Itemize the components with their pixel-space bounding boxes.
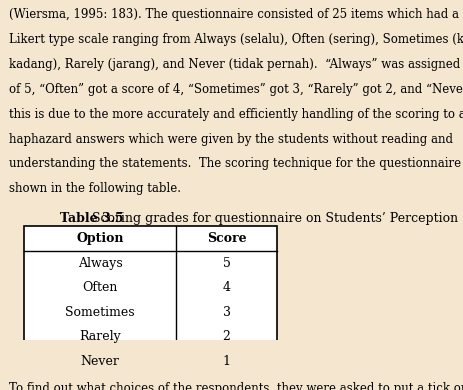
Text: shown in the following table.: shown in the following table. (9, 182, 181, 195)
Text: (Wiersma, 1995: 183). The questionnaire consisted of 25 items which had a five p: (Wiersma, 1995: 183). The questionnaire … (9, 9, 463, 21)
Text: 5: 5 (223, 257, 231, 270)
Text: Often: Often (82, 281, 118, 294)
Text: 4: 4 (223, 281, 231, 294)
Text: of 5, “Often” got a score of 4, “Sometimes” got 3, “Rarely” got 2, and “Never” g: of 5, “Often” got a score of 4, “Sometim… (9, 83, 463, 96)
Text: this is due to the more accurately and efficiently handling of the scoring to av: this is due to the more accurately and e… (9, 108, 463, 121)
Text: Sometimes: Sometimes (65, 306, 135, 319)
Text: Score: Score (207, 232, 246, 245)
Text: Scoring grades for questionnaire on Students’ Perception: Scoring grades for questionnaire on Stud… (88, 212, 458, 225)
Text: Always: Always (78, 257, 122, 270)
Text: understanding the statements.  The scoring technique for the questionnaire will : understanding the statements. The scorin… (9, 157, 463, 170)
Text: Never: Never (81, 355, 119, 368)
Text: Option: Option (76, 232, 124, 245)
Text: 1: 1 (223, 355, 231, 368)
Text: To find out what choices of the respondents, they were asked to put a tick on: To find out what choices of the responde… (9, 382, 463, 390)
Text: 2: 2 (223, 330, 231, 343)
Text: kadang), Rarely (jarang), and Never (tidak pernah).  “Always” was assigned a sco: kadang), Rarely (jarang), and Never (tid… (9, 58, 463, 71)
Text: Likert type scale ranging from Always (selalu), Often (sering), Sometimes (kadan: Likert type scale ranging from Always (s… (9, 33, 463, 46)
Text: haphazard answers which were given by the students without reading and: haphazard answers which were given by th… (9, 133, 453, 145)
Text: 3: 3 (223, 306, 231, 319)
Bar (24, 225, 277, 373)
Text: Table 3.5: Table 3.5 (60, 212, 124, 225)
Text: Rarely: Rarely (79, 330, 121, 343)
